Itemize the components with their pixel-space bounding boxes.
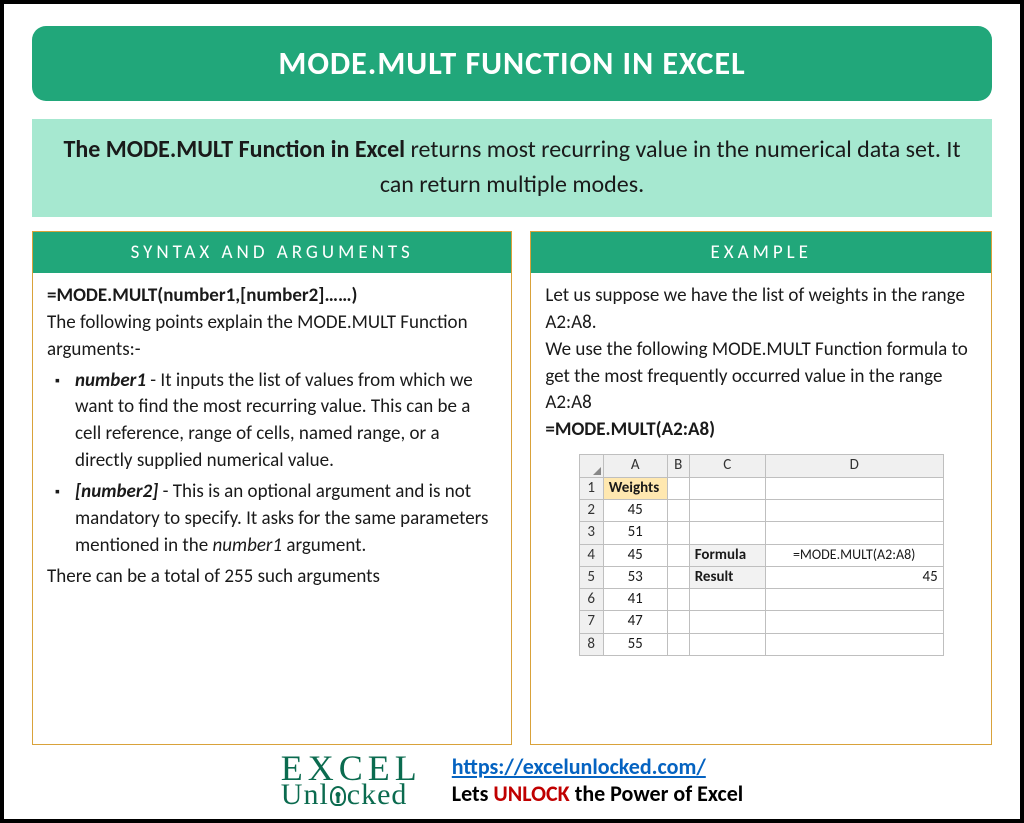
excel-cell <box>667 500 689 522</box>
excel-cell: 45 <box>603 544 667 566</box>
excel-cell: Weights <box>603 477 667 499</box>
content-columns: SYNTAX AND ARGUMENTS =MODE.MULT(number1,… <box>32 231 992 745</box>
description-bold: The MODE.MULT Function in Excel <box>64 135 406 164</box>
excel-row-header: 8 <box>579 633 603 655</box>
excel-grid: A B C D 1 Weights 2 45 <box>579 454 944 656</box>
tagline-pre: Lets <box>452 780 494 807</box>
excel-row-header: 6 <box>579 589 603 611</box>
example-line1: Let us suppose we have the list of weigh… <box>545 283 977 337</box>
excel-cell <box>667 566 689 588</box>
syntax-panel: SYNTAX AND ARGUMENTS =MODE.MULT(number1,… <box>32 231 512 745</box>
excel-cell <box>765 611 943 633</box>
excel-cell <box>667 522 689 544</box>
excel-cell <box>667 633 689 655</box>
excel-cell: 45 <box>603 500 667 522</box>
footer-url-link[interactable]: https://excelunlocked.com/ <box>452 753 706 780</box>
description-banner: The MODE.MULT Function in Excel returns … <box>32 119 992 217</box>
excel-cell <box>689 611 765 633</box>
excel-row-header: 1 <box>579 477 603 499</box>
excel-unlocked-logo: EXCEL Unlcked <box>281 753 422 807</box>
example-formula: =MODE.MULT(A2:A8) <box>545 417 977 444</box>
syntax-arg-item: [number2] - This is an optional argument… <box>53 479 497 560</box>
excel-cell <box>689 522 765 544</box>
excel-cell <box>765 522 943 544</box>
example-panel-body: Let us suppose we have the list of weigh… <box>531 273 991 668</box>
syntax-panel-body: =MODE.MULT(number1,[number2]……) The foll… <box>33 273 511 604</box>
example-panel-header: EXAMPLE <box>531 232 991 273</box>
excel-cell: 51 <box>603 522 667 544</box>
page-footer: EXCEL Unlcked https://excelunlocked.com/… <box>32 745 992 807</box>
excel-row-header: 2 <box>579 500 603 522</box>
description-rest: returns most recurring value in the nume… <box>380 135 961 199</box>
syntax-outro: There can be a total of 255 such argumen… <box>47 564 497 591</box>
excel-cell <box>689 500 765 522</box>
excel-cell: 55 <box>603 633 667 655</box>
excel-cell <box>667 544 689 566</box>
footer-tagline: Lets UNLOCK the Power of Excel <box>452 780 743 807</box>
tagline-post: the Power of Excel <box>570 780 743 807</box>
excel-formula-value: =MODE.MULT(A2:A8) <box>765 544 943 566</box>
excel-row-header: 7 <box>579 611 603 633</box>
excel-table-wrap: A B C D 1 Weights 2 45 <box>545 454 977 656</box>
excel-formula-label: Formula <box>689 544 765 566</box>
excel-cell: 47 <box>603 611 667 633</box>
excel-cell: 53 <box>603 566 667 588</box>
excel-cell <box>765 589 943 611</box>
keyhole-icon <box>330 786 346 806</box>
syntax-arg-item: number1 - It inputs the list of values f… <box>53 368 497 476</box>
excel-cell <box>667 611 689 633</box>
excel-col-header: B <box>667 455 689 477</box>
excel-row-header: 4 <box>579 544 603 566</box>
arg-desc-after: argument. <box>282 534 366 557</box>
excel-corner <box>579 455 603 477</box>
excel-cell: 41 <box>603 589 667 611</box>
example-panel: EXAMPLE Let us suppose we have the list … <box>530 231 992 745</box>
excel-col-header: C <box>689 455 765 477</box>
arg-name: number1 <box>75 369 146 392</box>
excel-cell <box>765 633 943 655</box>
syntax-intro: The following points explain the MODE.MU… <box>47 310 497 364</box>
syntax-formula: =MODE.MULT(number1,[number2]……) <box>47 283 497 310</box>
syntax-args-list: number1 - It inputs the list of values f… <box>53 368 497 561</box>
excel-result-value: 45 <box>765 566 943 588</box>
arg-ref: number1 <box>213 534 283 557</box>
excel-result-label: Result <box>689 566 765 588</box>
excel-cell <box>667 477 689 499</box>
excel-cell <box>667 589 689 611</box>
logo-bottom-text: Unlcked <box>281 782 422 808</box>
excel-cell <box>689 477 765 499</box>
excel-row-header: 3 <box>579 522 603 544</box>
excel-cell <box>765 500 943 522</box>
excel-cell <box>689 589 765 611</box>
excel-cell <box>689 633 765 655</box>
example-line2: We use the following MODE.MULT Function … <box>545 337 977 418</box>
footer-text: https://excelunlocked.com/ Lets UNLOCK t… <box>452 753 743 807</box>
excel-col-header: A <box>603 455 667 477</box>
page-title-banner: MODE.MULT FUNCTION IN EXCEL <box>32 26 992 101</box>
tagline-unlock: UNLOCK <box>493 780 569 807</box>
excel-col-header: D <box>765 455 943 477</box>
excel-cell <box>765 477 943 499</box>
syntax-panel-header: SYNTAX AND ARGUMENTS <box>33 232 511 273</box>
excel-row-header: 5 <box>579 566 603 588</box>
arg-name: [number2] <box>75 480 158 503</box>
